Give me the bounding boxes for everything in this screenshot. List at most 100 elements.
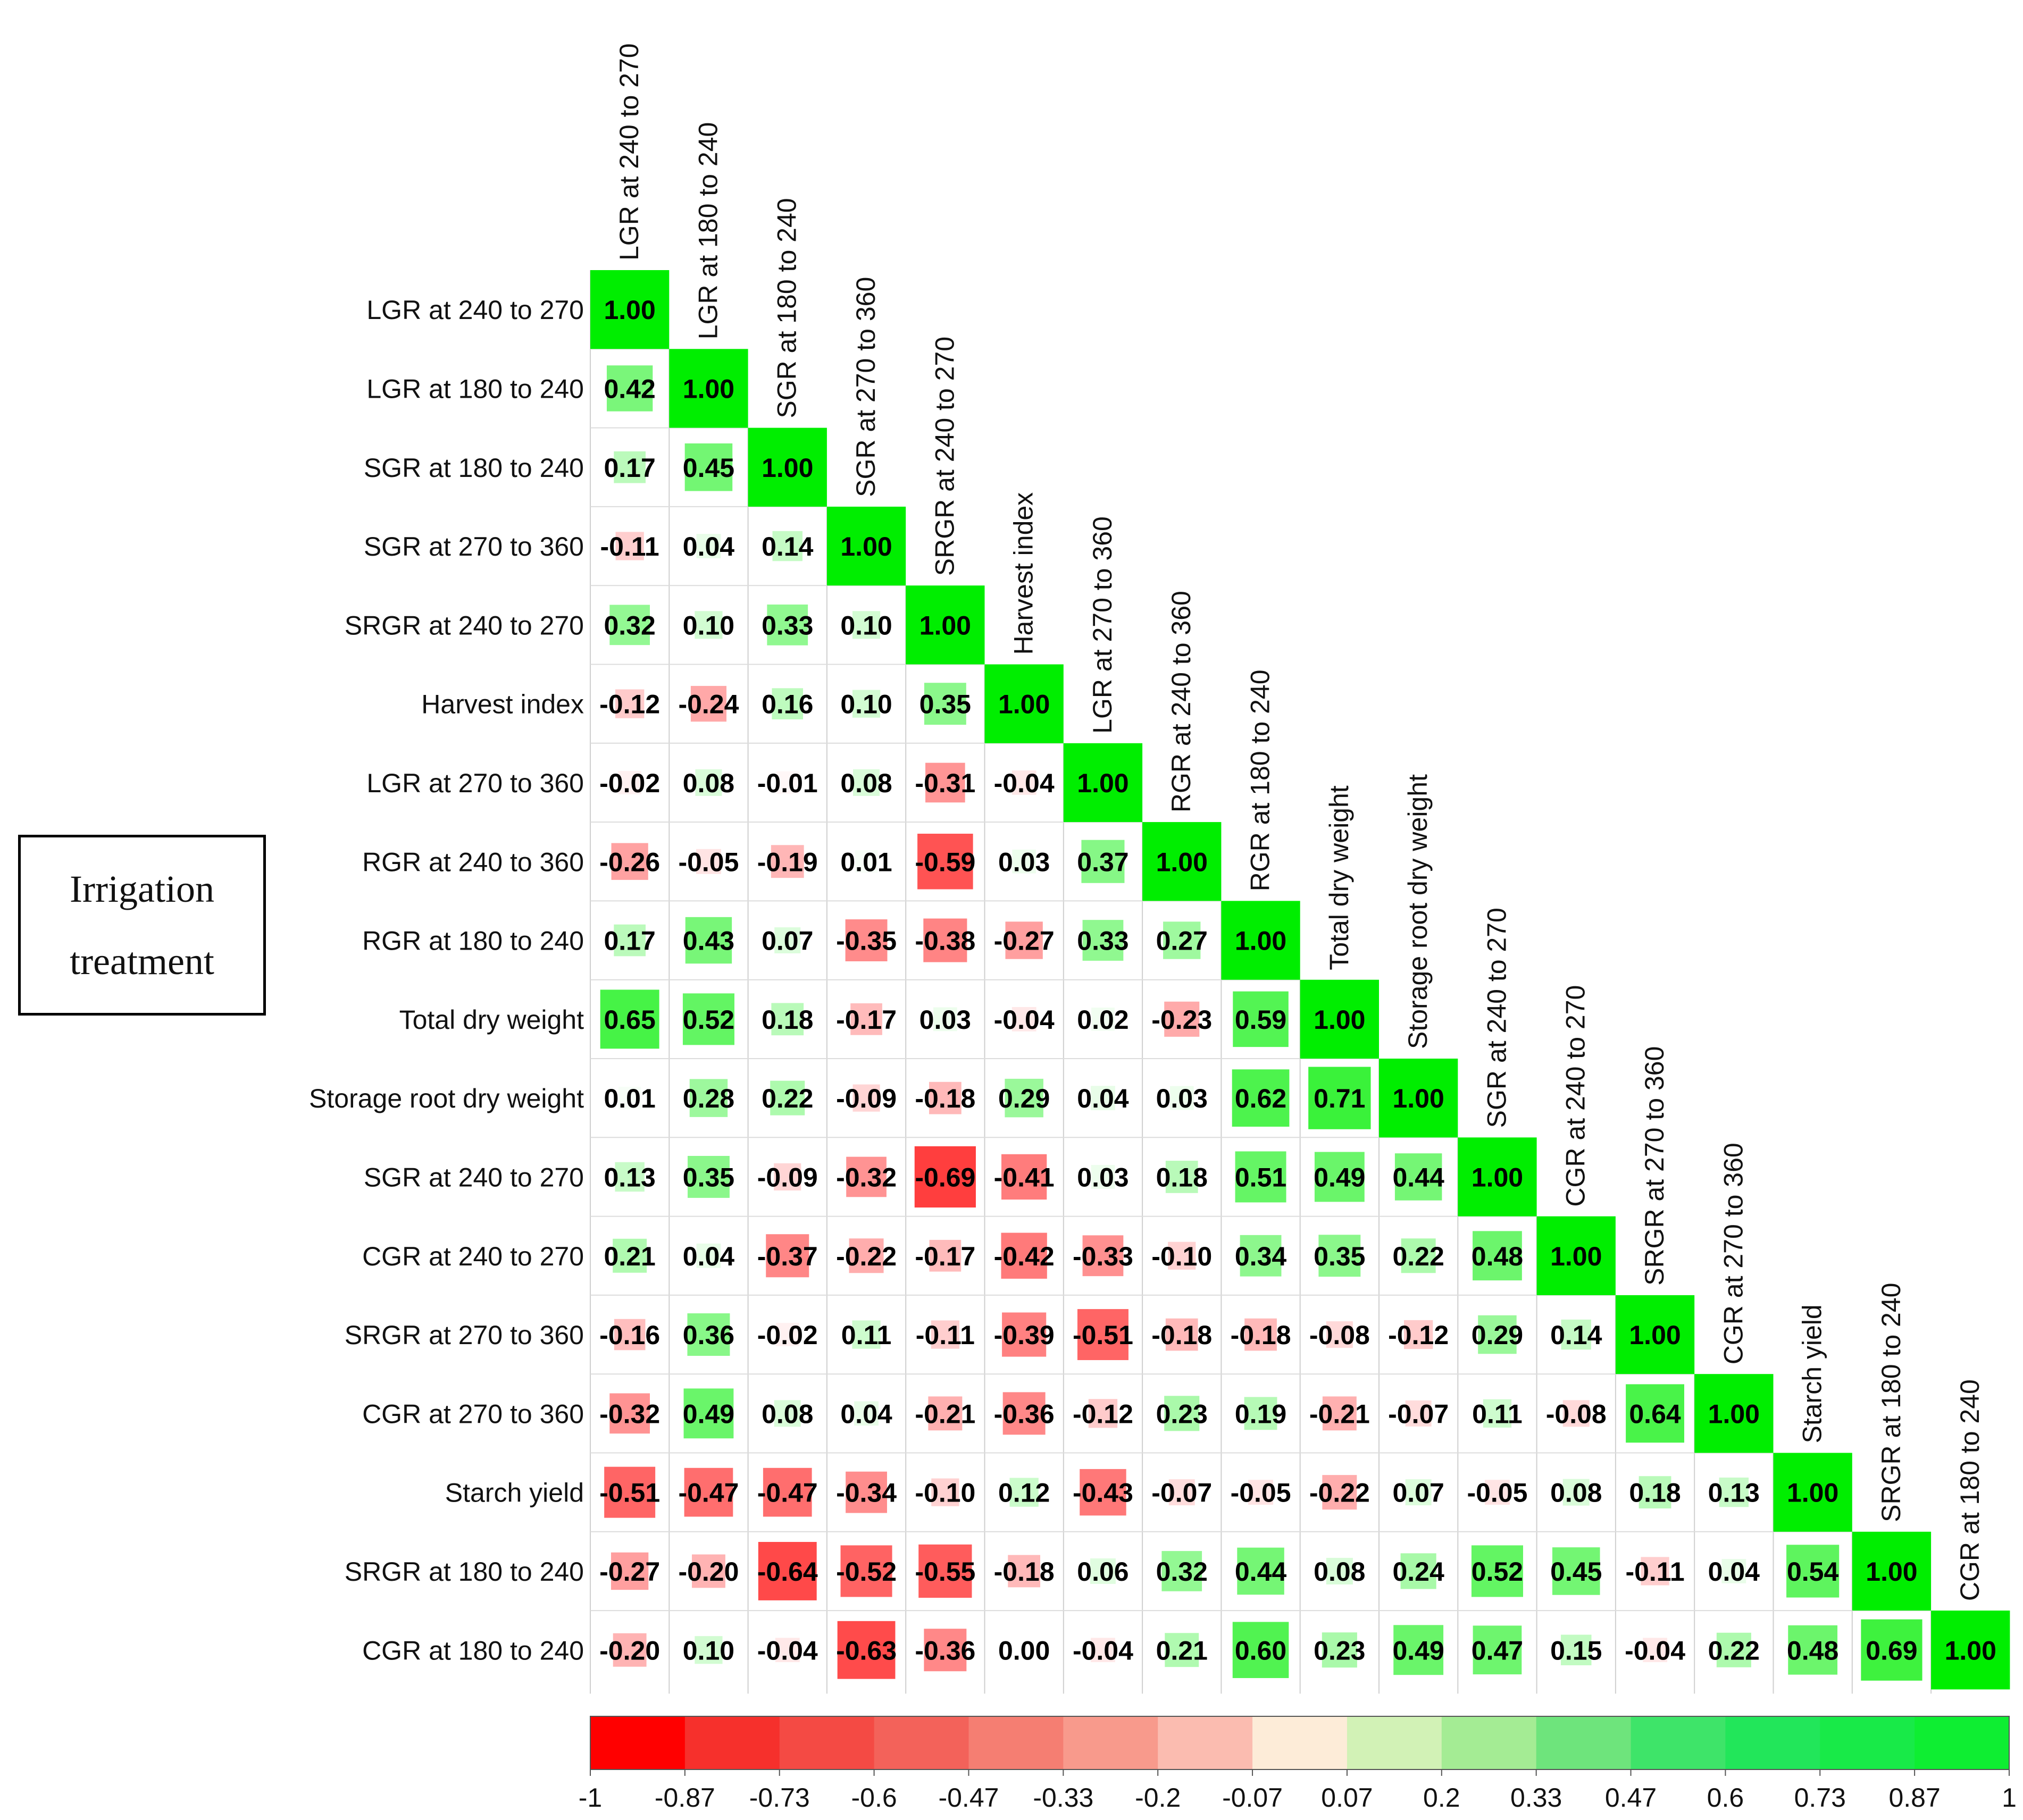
corr-cell-square (1379, 1059, 1458, 1138)
corr-cell: 0.62 (1232, 1069, 1290, 1127)
corr-cell: 0.16 (762, 688, 813, 719)
corr-value-label: -0.17 (915, 1242, 975, 1271)
correlation-cells: 1.00 0.42 1.00 0.17 0.45 1.00 -0.11 0.04 0.14 1.0… (590, 270, 2010, 1690)
corr-value-label: 0.49 (683, 1399, 734, 1429)
corr-cell: -0.07 (1388, 1399, 1449, 1429)
column-label: Harvest index (1009, 492, 1039, 655)
corr-cell: 1.00 (1300, 979, 1379, 1059)
corr-cell-square (1562, 1479, 1590, 1506)
row-label: LGR at 240 to 270 (366, 295, 584, 325)
corr-value-label: 1.00 (919, 610, 971, 640)
corr-value-label: -0.51 (1073, 1320, 1133, 1350)
corr-value-label: -0.16 (599, 1320, 660, 1350)
corr-value-label: -0.43 (1073, 1478, 1133, 1508)
corr-value-label: -0.34 (836, 1478, 897, 1508)
corr-cell-square (1716, 1632, 1751, 1667)
corr-cell: 0.21 (604, 1238, 656, 1273)
corr-value-label: 0.15 (1550, 1636, 1602, 1665)
corr-value-label: -0.12 (1073, 1399, 1133, 1429)
corr-cell-square (684, 443, 733, 491)
corr-cell-square (696, 1243, 721, 1268)
corr-value-label: -0.05 (1231, 1478, 1291, 1508)
corr-value-label: 0.04 (1708, 1557, 1760, 1587)
corr-value-label: 0.29 (1472, 1320, 1523, 1350)
corr-value-label: 0.62 (1235, 1084, 1286, 1113)
corr-value-label: 1.00 (762, 453, 813, 483)
corr-cell-square (1161, 1551, 1202, 1591)
corr-cell-square (615, 1162, 645, 1192)
corr-value-label: -0.36 (994, 1399, 1055, 1429)
corr-value-label: -0.09 (836, 1084, 897, 1113)
corr-value-label: 0.33 (762, 610, 813, 640)
corr-cell-square (1931, 1611, 2010, 1690)
corr-cell-square (614, 1319, 646, 1351)
row-label: SRGR at 180 to 240 (345, 1557, 584, 1587)
corr-value-label: 0.22 (762, 1084, 813, 1113)
corr-cell: 0.03 (998, 847, 1050, 877)
corr-cell-square (929, 1239, 962, 1272)
corr-cell: 0.51 (1235, 1151, 1286, 1203)
corr-value-label: 0.18 (1156, 1162, 1208, 1192)
corr-cell: 0.65 (600, 989, 659, 1049)
corr-cell: -0.05 (1467, 1478, 1527, 1508)
corr-value-label: -0.08 (1309, 1320, 1370, 1350)
corr-cell-square (609, 605, 650, 645)
corr-value-label: 0.42 (604, 374, 655, 404)
corr-cell: -0.19 (757, 845, 818, 878)
corr-value-label: 0.10 (683, 1636, 734, 1665)
corr-value-label: -0.21 (1309, 1399, 1370, 1429)
corr-cell-square (611, 1552, 649, 1590)
corr-value-label: 0.33 (1077, 926, 1128, 956)
colorbar-tick-label: 0.33 (1510, 1783, 1562, 1813)
colorbar-tick-label: 0.73 (1794, 1783, 1846, 1813)
corr-cell-square (609, 1393, 650, 1434)
corr-value-label: -0.04 (757, 1636, 818, 1665)
corr-value-label: 0.22 (1708, 1636, 1760, 1665)
corr-cell-square (852, 1320, 881, 1349)
corr-value-label: 0.24 (1392, 1557, 1444, 1587)
corr-cell-square (1560, 1634, 1592, 1666)
corr-cell: 0.04 (683, 532, 735, 561)
corr-cell: 0.44 (1235, 1547, 1286, 1595)
corr-cell: -0.47 (678, 1467, 739, 1517)
corr-value-label: -0.07 (1388, 1399, 1449, 1429)
corr-value-label: 0.65 (604, 1005, 655, 1035)
corr-cell-square (1081, 840, 1125, 883)
colorbar-segment (1631, 1716, 1726, 1769)
row-label: SRGR at 240 to 270 (345, 610, 584, 640)
corr-cell: 0.22 (762, 1080, 813, 1116)
colorbar-tick-label: -0.2 (1135, 1783, 1181, 1813)
corr-cell: 0.04 (1708, 1557, 1760, 1587)
corr-cell-square (615, 532, 644, 560)
corr-value-label: 0.03 (998, 847, 1050, 877)
colorbar-tick-label: -0.6 (851, 1783, 897, 1813)
row-label: Total dry weight (399, 1005, 584, 1035)
corr-value-label: 0.13 (604, 1162, 655, 1192)
corr-cell-square (771, 1003, 804, 1036)
corr-cell: -0.32 (599, 1393, 660, 1434)
corr-value-label: 0.07 (762, 926, 813, 956)
corr-cell: -0.52 (836, 1545, 897, 1597)
corr-cell: 0.03 (1077, 1162, 1128, 1192)
corr-cell: 1.00 (1694, 1374, 1774, 1453)
corr-cell-square (1082, 920, 1124, 961)
corr-cell: -0.04 (1073, 1636, 1133, 1665)
corr-cell-square (771, 845, 804, 878)
colorbar-tick-label: 0.87 (1888, 1783, 1940, 1813)
corr-value-label: 1.00 (1472, 1162, 1523, 1192)
corr-cell: -0.17 (915, 1239, 975, 1272)
corr-cell: 0.10 (840, 610, 892, 640)
corr-value-label: -0.59 (915, 847, 975, 877)
corr-value-label: 0.45 (683, 453, 734, 483)
corr-cell: 1.00 (590, 270, 670, 349)
corr-cell: 0.11 (1472, 1399, 1523, 1429)
corr-cell: 0.17 (604, 451, 656, 483)
corr-value-label: 0.32 (1156, 1557, 1208, 1587)
colorbar-segment (1725, 1716, 1820, 1769)
corr-cell: -0.08 (1546, 1399, 1607, 1429)
corr-cell-square (1091, 1638, 1115, 1663)
corr-cell: 0.11 (841, 1320, 892, 1350)
colorbar-tick-label: 1 (2002, 1783, 2017, 1813)
corr-cell: 0.32 (604, 605, 656, 645)
corr-value-label: 1.00 (1077, 768, 1128, 798)
